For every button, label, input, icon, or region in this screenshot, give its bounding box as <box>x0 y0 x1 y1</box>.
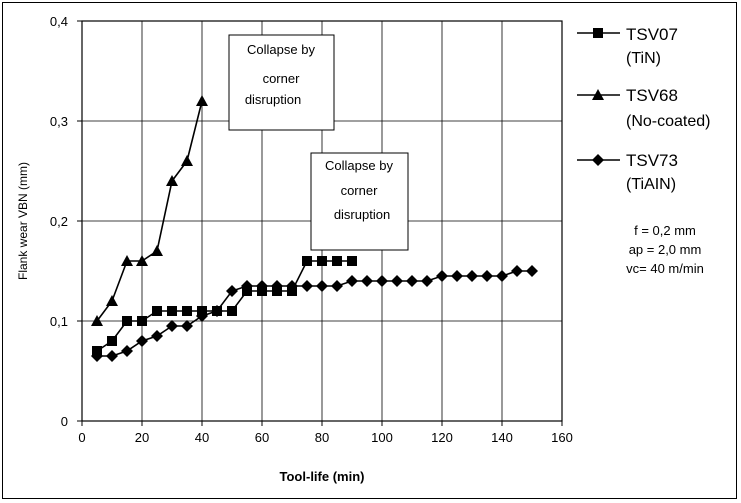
data-point-tsv73 <box>166 320 178 332</box>
data-point-tsv73 <box>526 265 538 277</box>
y-tick-label: 0,3 <box>50 114 68 129</box>
data-point-tsv07 <box>317 256 327 266</box>
data-point-tsv07 <box>152 306 162 316</box>
series-line-tsv73 <box>97 270 532 357</box>
series-tsv07 <box>92 256 357 356</box>
annotation-box-1: Collapse by corner disruption <box>228 34 335 131</box>
data-point-tsv73 <box>181 320 193 332</box>
data-point-tsv07 <box>167 306 177 316</box>
legend-label-tsv68: TSV68 <box>626 86 678 105</box>
x-tick-label: 20 <box>135 430 149 445</box>
data-point-tsv73 <box>481 270 493 282</box>
x-tick-label: 100 <box>371 430 393 445</box>
series <box>91 95 538 362</box>
x-tick-label: 40 <box>195 430 209 445</box>
series-line-tsv07 <box>96 260 352 352</box>
param-feed: f = 0,2 mm <box>634 223 696 238</box>
y-tick-label: 0,2 <box>50 214 68 229</box>
data-point-tsv07 <box>302 256 312 266</box>
data-point-tsv73 <box>406 275 418 287</box>
data-point-tsv68 <box>151 245 163 256</box>
legend-label-tsv73: TSV73 <box>626 151 678 170</box>
data-point-tsv73 <box>106 350 118 362</box>
series-line-tsv68 <box>96 100 203 322</box>
data-point-tsv73 <box>136 335 148 347</box>
annotation-2-line-2: corner <box>341 183 379 198</box>
data-point-tsv73 <box>511 265 523 277</box>
y-tick-label: 0,1 <box>50 314 68 329</box>
data-point-tsv73 <box>286 280 298 292</box>
data-point-tsv73 <box>226 285 238 297</box>
y-tick-label: 0,4 <box>50 14 68 29</box>
y-axis-label: Flank wear VBN (mm) <box>16 162 30 280</box>
data-point-tsv73 <box>361 275 373 287</box>
data-point-tsv68 <box>196 95 208 106</box>
data-point-tsv73 <box>256 280 268 292</box>
annotation-1-line-2: corner <box>263 71 301 86</box>
param-depth: ap = 2,0 mm <box>628 242 702 257</box>
param-speed: vc= 40 m/min <box>626 261 704 276</box>
data-point-tsv73 <box>301 280 313 292</box>
data-point-tsv07 <box>182 306 192 316</box>
data-point-tsv68 <box>91 315 103 326</box>
legend: TSV07 (TiN) TSV68 (No-coated) TSV73 (TiA… <box>577 25 710 193</box>
data-point-tsv07 <box>332 256 342 266</box>
series-tsv73 <box>91 265 538 362</box>
legend-sub-tsv07: (TiN) <box>626 50 661 67</box>
data-point-tsv73 <box>466 270 478 282</box>
data-point-tsv73 <box>151 330 163 342</box>
data-point-tsv73 <box>331 280 343 292</box>
x-tick-label: 0 <box>78 430 85 445</box>
data-point-tsv73 <box>436 270 448 282</box>
legend-sub-tsv68: (No-coated) <box>626 113 710 130</box>
data-point-tsv73 <box>391 275 403 287</box>
data-point-tsv07 <box>107 336 117 346</box>
legend-label-tsv07: TSV07 <box>626 25 678 44</box>
cutting-parameters: f = 0,2 mm ap = 2,0 mm vc= 40 m/min <box>600 221 730 278</box>
annotation-box-2: Collapse by corner disruption <box>310 152 409 251</box>
axis-ticks: 0 20 40 60 80 100 120 140 160 0 0,1 0,2 0,3 0,4 <box>50 14 573 445</box>
x-tick-label: 80 <box>315 430 329 445</box>
data-point-tsv68 <box>121 255 133 266</box>
legend-sub-tsv73: (TiAIN) <box>626 176 676 193</box>
legend-entry-tsv73: TSV73 (TiAIN) <box>577 151 678 193</box>
legend-entry-tsv68: TSV68 (No-coated) <box>577 86 710 130</box>
data-point-tsv73 <box>496 270 508 282</box>
data-point-tsv73 <box>91 350 103 362</box>
x-tick-label: 120 <box>431 430 453 445</box>
data-point-tsv73 <box>316 280 328 292</box>
x-tick-label: 140 <box>491 430 513 445</box>
data-point-tsv68 <box>166 175 178 186</box>
legend-entry-tsv07: TSV07 (TiN) <box>577 25 678 67</box>
data-point-tsv73 <box>121 345 133 357</box>
x-axis-label: Tool-life (min) <box>280 469 365 484</box>
data-point-tsv73 <box>196 310 208 322</box>
annotation-2-line-1: Collapse by <box>325 158 393 173</box>
annotation-1-line-3: disruption <box>245 92 301 107</box>
x-tick-label: 60 <box>255 430 269 445</box>
data-point-tsv07 <box>137 316 147 326</box>
x-tick-label: 160 <box>551 430 573 445</box>
data-point-tsv07 <box>122 316 132 326</box>
series-tsv68 <box>91 95 208 326</box>
data-point-tsv73 <box>451 270 463 282</box>
y-tick-label: 0 <box>61 414 68 429</box>
data-point-tsv68 <box>106 295 118 306</box>
data-point-tsv73 <box>376 275 388 287</box>
data-point-tsv68 <box>181 155 193 166</box>
data-point-tsv07 <box>227 306 237 316</box>
annotation-1-line-1: Collapse by <box>247 42 315 57</box>
data-point-tsv73 <box>271 280 283 292</box>
data-point-tsv73 <box>241 280 253 292</box>
data-point-tsv73 <box>211 305 223 317</box>
data-point-tsv73 <box>421 275 433 287</box>
data-point-tsv07 <box>347 256 357 266</box>
data-point-tsv68 <box>136 255 148 266</box>
data-point-tsv73 <box>346 275 358 287</box>
annotation-2-line-3: disruption <box>334 207 390 222</box>
